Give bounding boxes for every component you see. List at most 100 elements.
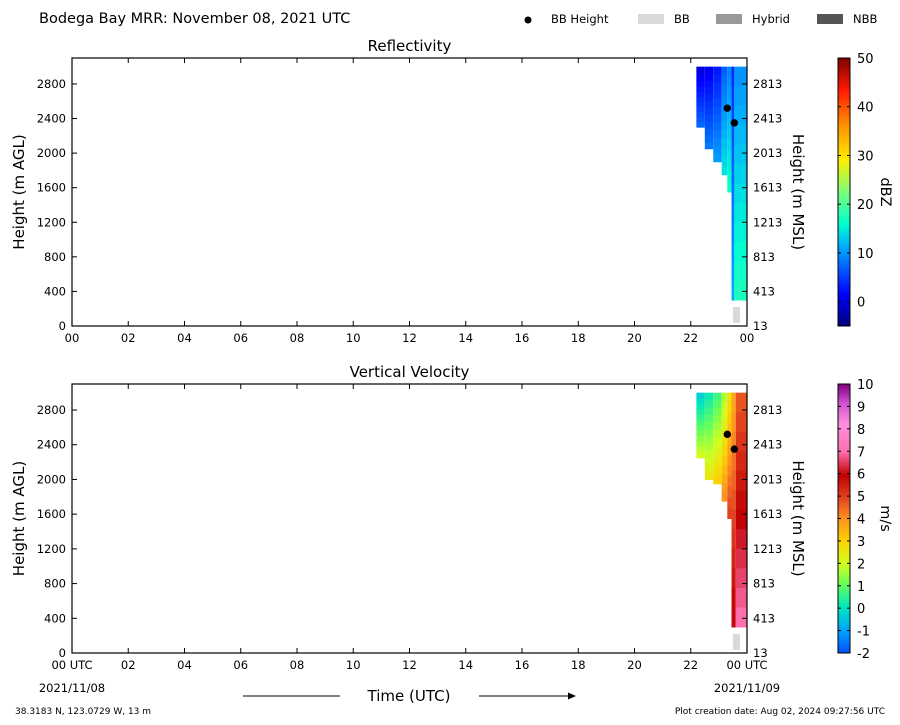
y-tick-label: 2000 (37, 146, 66, 160)
heatmap-cell (734, 105, 747, 126)
heatmap-cell (704, 80, 714, 88)
x-tick-label: 22 (683, 331, 698, 345)
bb-height-point (730, 119, 739, 127)
colorbar-tick-label: 10 (857, 247, 874, 262)
heatmap-cell (731, 509, 736, 530)
heatmap-cell (713, 130, 722, 139)
heatmap-cell (727, 403, 732, 415)
heatmap-cell (713, 461, 722, 470)
heatmap-cell (727, 508, 732, 519)
heatmap-cell (704, 464, 714, 473)
heatmap-cell (713, 98, 722, 107)
heatmap-cell (721, 93, 728, 104)
y-tick-label: 2400 (37, 112, 66, 126)
heatmap-cell (696, 408, 705, 415)
plot-frame (71, 383, 748, 654)
heatmap-cell (731, 105, 735, 126)
heatmap-cell (727, 392, 732, 404)
x-tick-label: 18 (571, 331, 586, 345)
heatmap-cell (727, 466, 732, 478)
heatmap-cell (731, 241, 735, 262)
x-tick-label: 18 (571, 658, 586, 672)
heatmap-cell (704, 450, 714, 459)
y-axis-label: Height (m AGL) (10, 461, 28, 576)
heatmap-cell (721, 410, 728, 421)
heatmap-cell (734, 144, 747, 165)
heatmap-cell (704, 421, 714, 430)
heatmap-cell (721, 455, 728, 466)
heatmap-cell (731, 587, 736, 608)
heatmap-cell (704, 94, 714, 102)
heatmap-cell (713, 468, 722, 477)
start-date-label: 2021/11/08 (39, 681, 105, 695)
heatmap-cell (727, 87, 732, 99)
heatmap-cell (713, 153, 722, 163)
heatmap-cell (735, 607, 747, 628)
heatmap-cell (731, 392, 736, 413)
x-tick-label: 16 (515, 658, 530, 672)
colorbar-tick-label: 0 (857, 602, 865, 617)
y2-tick-label: 2013 (753, 146, 782, 160)
heatmap-cell (727, 455, 732, 467)
y2-tick-label: 813 (753, 577, 775, 591)
x-tick-label: 14 (458, 658, 473, 672)
y2-tick-label: 2413 (753, 438, 782, 452)
heatmap-cell (704, 407, 714, 415)
x-tick-label: 20 (627, 658, 642, 672)
heatmap-cell (735, 568, 747, 589)
bb-height-point (730, 445, 739, 453)
y-tick-label: 1200 (37, 542, 66, 556)
heatmap-cell (735, 451, 747, 472)
station-location: 38.3183 N, 123.0729 W, 13 m (15, 707, 151, 717)
heatmap-cell (696, 392, 705, 399)
heatmap-cell (713, 430, 722, 439)
heatmap-cell (734, 183, 747, 204)
heatmap-cell (734, 86, 747, 107)
heatmap-cell (727, 171, 732, 183)
heatmap-cell (721, 111, 728, 122)
heatmap-cell (727, 413, 732, 425)
colorbar-tick-label: -2 (857, 647, 870, 662)
heatmap-cell (704, 472, 714, 480)
colorbar-tick-label: 3 (857, 535, 865, 550)
heatmap-cell (696, 91, 705, 98)
heatmap-cell (713, 423, 722, 432)
heatmap-cell (721, 392, 728, 403)
heatmap-cell (696, 441, 705, 448)
heatmap-cell (696, 86, 705, 93)
heatmap-cell (704, 399, 714, 408)
heatmap-cell (704, 87, 714, 95)
heatmap-cell (696, 96, 705, 103)
heatmap-cell (721, 437, 728, 448)
heatmap-cell (704, 428, 714, 437)
time-axis-label: Time (UTC) (367, 687, 451, 705)
colorbar-tick-label: 30 (857, 149, 874, 164)
heatmap-cell (727, 118, 732, 130)
x-tick-label: 04 (177, 331, 192, 345)
heatmap-cell (713, 445, 722, 454)
heatmap-cell (696, 436, 705, 442)
heatmap-cell (734, 280, 747, 301)
heatmap-cell (727, 476, 732, 488)
heatmap-cell (721, 66, 728, 77)
heatmap-cell (696, 106, 705, 113)
x-tick-label: 12 (402, 658, 417, 672)
heatmap-cell (731, 144, 735, 165)
heatmap-cell (704, 121, 714, 129)
y-tick-label: 2400 (37, 438, 66, 452)
heatmap-cell (731, 280, 735, 301)
heatmap-cell (727, 66, 732, 78)
heatmap-cell (713, 400, 722, 409)
heatmap-cell (713, 392, 722, 401)
colorbar-tick-label: 7 (857, 445, 865, 460)
heatmap-cell (727, 139, 732, 151)
heatmap-cell (727, 160, 732, 172)
y2-tick-label: 413 (753, 284, 775, 298)
y2-tick-label: 2413 (753, 112, 782, 126)
y-tick-label: 1200 (37, 215, 66, 229)
heatmap-cell (731, 548, 736, 569)
heatmap-cell (727, 487, 732, 499)
heatmap-cell (696, 446, 705, 453)
heatmap-cell (713, 74, 722, 83)
